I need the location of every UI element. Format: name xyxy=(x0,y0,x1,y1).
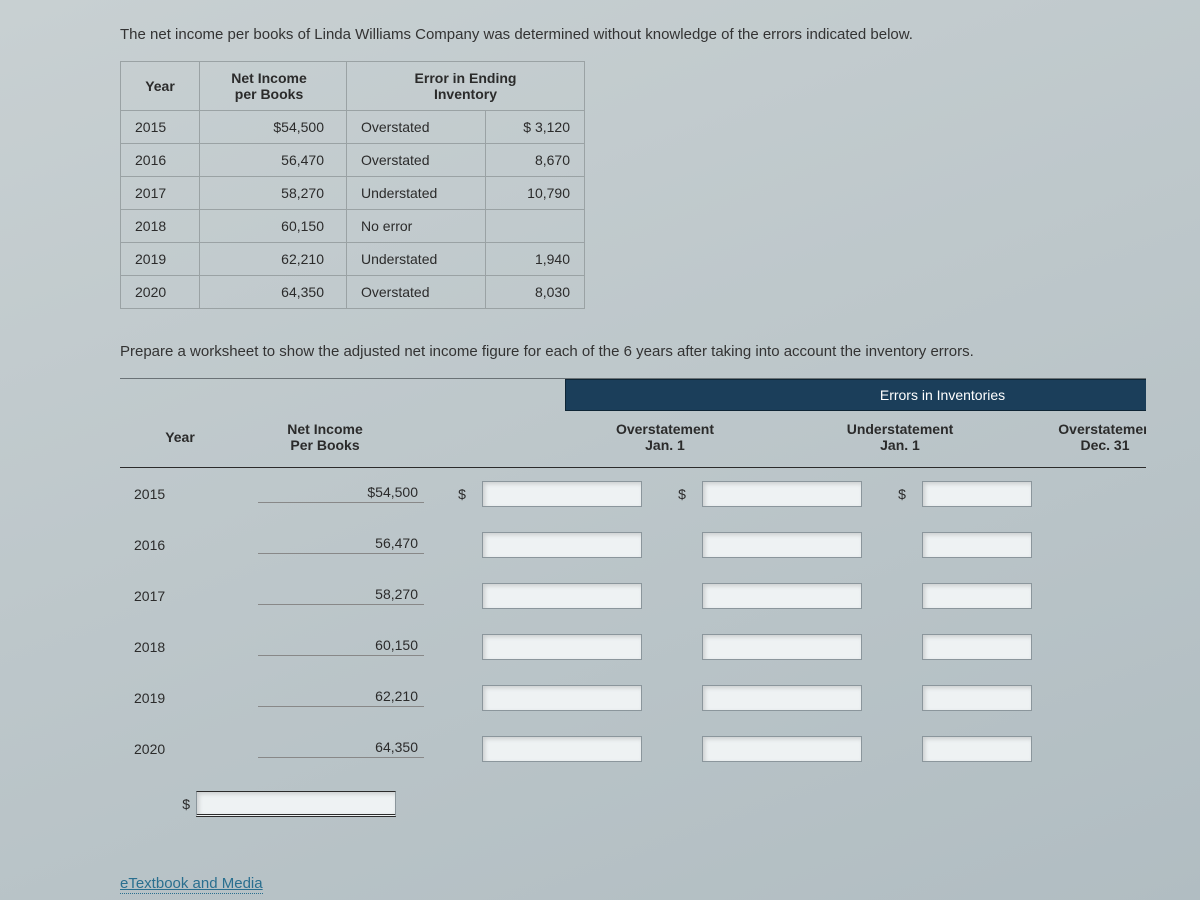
cell-amt: 10,790 xyxy=(486,177,585,210)
table-row: 2019 62,210 Understated 1,940 xyxy=(121,243,585,276)
worksheet-row: 2016 56,470 xyxy=(120,519,1146,570)
input-overstatement-dec31[interactable] xyxy=(922,685,1032,711)
table-row: 2018 60,150 No error xyxy=(121,210,585,243)
cell-amt: $ 3,120 xyxy=(486,111,585,144)
errors-band-header: Errors in Inventories xyxy=(565,379,1146,411)
cell-err: Overstated xyxy=(347,144,486,177)
cell-ni: 58,270 xyxy=(200,177,347,210)
cell-amt: 8,670 xyxy=(486,144,585,177)
worksheet-header-row: Year Net Income Per Books Overstatement … xyxy=(120,411,1146,468)
worksheet-row: 2018 60,150 xyxy=(120,621,1146,672)
cell-year: 2018 xyxy=(120,639,254,655)
cell-err: Overstated xyxy=(347,276,486,309)
input-overstatement-jan1[interactable] xyxy=(482,685,642,711)
input-overstatement-dec31[interactable] xyxy=(922,634,1032,660)
worksheet-scroll[interactable]: Errors in Inventories Year Net Income Pe… xyxy=(120,378,1146,849)
input-overstatement-dec31[interactable] xyxy=(922,736,1032,762)
cell-year: 2017 xyxy=(120,588,254,604)
cell-ni: 56,470 xyxy=(200,144,347,177)
etextbook-link[interactable]: eTextbook and Media xyxy=(120,875,263,894)
table-row: 2017 58,270 Understated 10,790 xyxy=(121,177,585,210)
dollar-sign: $ xyxy=(120,796,196,812)
dollar-sign: $ xyxy=(432,486,482,502)
input-overstatement-jan1[interactable] xyxy=(482,532,642,558)
intro-text: The net income per books of Linda Willia… xyxy=(120,26,1150,43)
input-overstatement-jan1[interactable] xyxy=(482,634,642,660)
input-understatement-jan1[interactable] xyxy=(702,481,862,507)
cell-ni: 62,210 xyxy=(258,688,424,707)
worksheet-row: 2017 58,270 xyxy=(120,570,1146,621)
cell-err: No error xyxy=(347,210,486,243)
table-row: 2016 56,470 Overstated 8,670 xyxy=(121,144,585,177)
cell-err: Overstated xyxy=(347,111,486,144)
input-understatement-jan1[interactable] xyxy=(702,583,862,609)
hdr-overstatement-jan1: Overstatement Jan. 1 xyxy=(565,411,765,468)
input-overstatement-dec31[interactable] xyxy=(922,583,1032,609)
cell-amt: 8,030 xyxy=(486,276,585,309)
hdr-year: Year xyxy=(120,411,240,468)
input-overstatement-jan1[interactable] xyxy=(482,481,642,507)
cell-ni: 58,270 xyxy=(258,586,424,605)
cell-year: 2015 xyxy=(121,111,200,144)
cell-ni: 60,150 xyxy=(258,637,424,656)
cell-year: 2019 xyxy=(120,690,254,706)
input-overstatement-jan1[interactable] xyxy=(482,736,642,762)
input-total-net-income[interactable] xyxy=(196,791,396,817)
cell-ni: 60,150 xyxy=(200,210,347,243)
cell-year: 2018 xyxy=(121,210,200,243)
cell-ni: 56,470 xyxy=(258,535,424,554)
input-overstatement-dec31[interactable] xyxy=(922,532,1032,558)
input-understatement-jan1[interactable] xyxy=(702,736,862,762)
th-year: Year xyxy=(121,62,200,111)
input-understatement-jan1[interactable] xyxy=(702,685,862,711)
cell-err: Understated xyxy=(347,177,486,210)
cell-year: 2016 xyxy=(120,537,254,553)
worksheet-row: 2020 64,350 xyxy=(120,723,1146,774)
dollar-sign: $ xyxy=(882,486,922,502)
instruction-text: Prepare a worksheet to show the adjusted… xyxy=(120,343,1150,360)
cell-year: 2019 xyxy=(121,243,200,276)
cell-ni: $54,500 xyxy=(258,484,424,503)
worksheet-row: 2015 $54,500 $ $ $ xyxy=(120,468,1146,519)
cell-year: 2020 xyxy=(120,741,254,757)
table-row: 2015 $54,500 Overstated $ 3,120 xyxy=(121,111,585,144)
net-income-errors-table: Year Net Income per Books Error in Endin… xyxy=(120,61,585,309)
hdr-net-income: Net Income Per Books xyxy=(240,411,410,468)
hdr-understatement-jan1: Understatement Jan. 1 xyxy=(785,411,1015,468)
cell-err: Understated xyxy=(347,243,486,276)
table-row: 2020 64,350 Overstated 8,030 xyxy=(121,276,585,309)
cell-ni: $54,500 xyxy=(200,111,347,144)
input-overstatement-dec31[interactable] xyxy=(922,481,1032,507)
th-error: Error in Ending Inventory xyxy=(347,62,585,111)
input-overstatement-jan1[interactable] xyxy=(482,583,642,609)
cell-year: 2016 xyxy=(121,144,200,177)
cell-ni: 62,210 xyxy=(200,243,347,276)
input-understatement-jan1[interactable] xyxy=(702,634,862,660)
dollar-sign: $ xyxy=(662,486,702,502)
cell-year: 2015 xyxy=(120,486,254,502)
th-net-income: Net Income per Books xyxy=(200,62,347,111)
cell-ni: 64,350 xyxy=(258,739,424,758)
worksheet-row: 2019 62,210 xyxy=(120,672,1146,723)
hdr-overstatement-dec31: Overstatemen Dec. 31 xyxy=(1045,411,1146,468)
cell-year: 2017 xyxy=(121,177,200,210)
input-understatement-jan1[interactable] xyxy=(702,532,862,558)
worksheet-total-row: $ xyxy=(120,774,1146,834)
cell-amt: 1,940 xyxy=(486,243,585,276)
cell-amt xyxy=(486,210,585,243)
cell-year: 2020 xyxy=(121,276,200,309)
cell-ni: 64,350 xyxy=(200,276,347,309)
